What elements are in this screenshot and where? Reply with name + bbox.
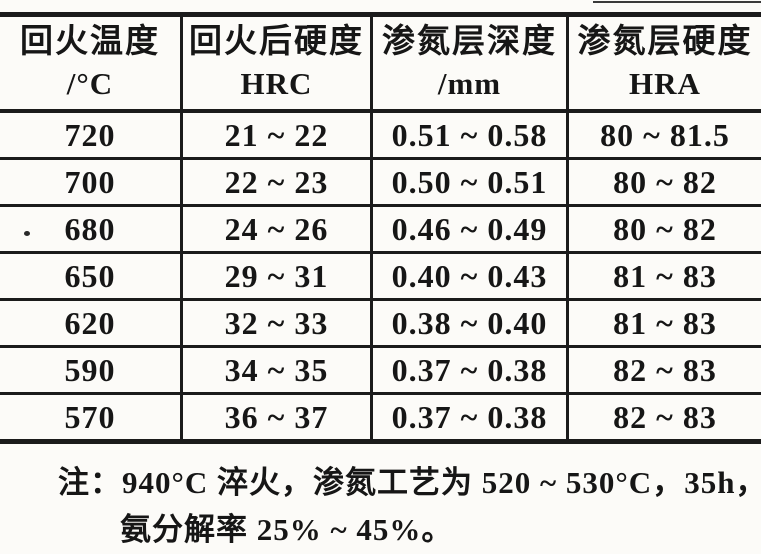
table-cell: 32 ~ 33 xyxy=(183,301,373,348)
table-cell: 0.37 ~ 0.38 xyxy=(373,348,569,395)
table-cell: 81 ~ 83 xyxy=(569,254,761,301)
header-line1: 渗氮层硬度 xyxy=(577,23,753,60)
header-unit: HRC xyxy=(240,66,313,102)
header-cell-nitrided-layer-hardness: 渗氮层硬度 HRA xyxy=(569,17,761,113)
properties-table: 回火温度 /°C 回火后硬度 HRC 渗氮层深度 /mm 渗氮层硬度 HRA 7… xyxy=(0,12,761,444)
table-cell: 82 ~ 83 xyxy=(569,395,761,444)
table-cell: 82 ~ 83 xyxy=(569,348,761,395)
header-unit: HRA xyxy=(629,66,701,102)
footnote: 注：940°C 淬火，渗氮工艺为 520 ~ 530°C，35h， 氨分解率 2… xyxy=(58,460,761,553)
table-cell: 0.37 ~ 0.38 xyxy=(373,395,569,444)
table-cell: 650 xyxy=(0,254,183,301)
table-cell: 570 xyxy=(0,395,183,444)
header-line1: 回火后硬度 xyxy=(189,23,364,60)
table-cell: 620 xyxy=(0,301,183,348)
table-cell: 34 ~ 35 xyxy=(183,348,373,395)
table-cell: 80 ~ 81.5 xyxy=(569,113,761,160)
header-unit: /°C xyxy=(66,66,114,102)
header-cell-tempering-temperature: 回火温度 /°C xyxy=(0,17,183,113)
table-cell: 0.51 ~ 0.58 xyxy=(373,113,569,160)
table-cell: 24 ~ 26 xyxy=(183,207,373,254)
scan-artifact-line xyxy=(593,1,761,3)
table-cell: 36 ~ 37 xyxy=(183,395,373,444)
scan-artifact-dot xyxy=(24,231,30,236)
table-cell: 0.50 ~ 0.51 xyxy=(373,160,569,207)
header-line1: 渗氮层深度 xyxy=(382,23,557,60)
header-unit: /mm xyxy=(437,66,502,102)
table-cell: 590 xyxy=(0,348,183,395)
table-cell: 21 ~ 22 xyxy=(183,113,373,160)
table-cell: 29 ~ 31 xyxy=(183,254,373,301)
header-cell-hardness-after-tempering: 回火后硬度 HRC xyxy=(183,17,373,113)
header-cell-nitrided-layer-depth: 渗氮层深度 /mm xyxy=(373,17,569,113)
footnote-line-1: 注：940°C 淬火，渗氮工艺为 520 ~ 530°C，35h， xyxy=(58,465,761,500)
table-cell: 0.46 ~ 0.49 xyxy=(373,207,569,254)
table-cell: 80 ~ 82 xyxy=(569,207,761,254)
table-cell: 720 xyxy=(0,113,183,160)
table-cell: 680 xyxy=(0,207,183,254)
table-cell: 0.38 ~ 0.40 xyxy=(373,301,569,348)
table-cell: 22 ~ 23 xyxy=(183,160,373,207)
footnote-line-2: 氨分解率 25% ~ 45%。 xyxy=(120,511,454,547)
table-cell: 80 ~ 82 xyxy=(569,160,761,207)
table-cell: 0.40 ~ 0.43 xyxy=(373,254,569,301)
table-cell: 700 xyxy=(0,160,183,207)
header-line1: 回火温度 xyxy=(20,23,160,60)
table-cell: 81 ~ 83 xyxy=(569,301,761,348)
